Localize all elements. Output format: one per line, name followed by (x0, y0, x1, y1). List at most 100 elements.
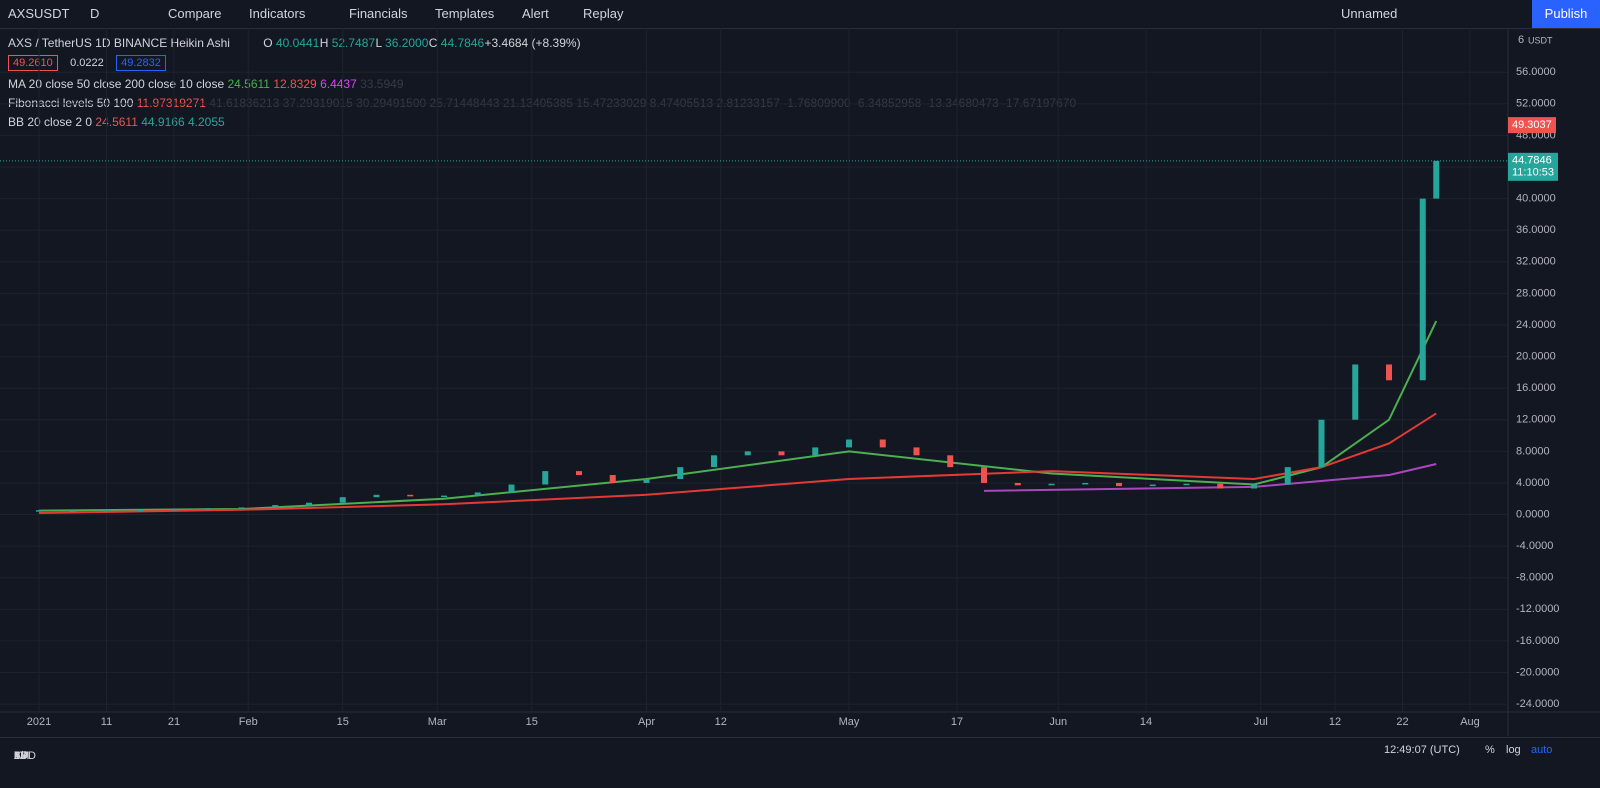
candle (744, 451, 751, 456)
candle (238, 507, 245, 509)
symbol[interactable]: AXSUSDT (8, 6, 70, 21)
last-price: 44.7846 (1512, 155, 1552, 167)
x-tick-label: 21 (168, 716, 180, 728)
y-tick-label: 48.0000 (1516, 129, 1556, 141)
range-button[interactable]: 1Y (14, 750, 28, 762)
alert[interactable]: Alert (522, 6, 549, 21)
x-tick-label: 12 (1329, 716, 1341, 728)
ohlc-item: H (319, 36, 329, 50)
candle (1419, 198, 1426, 381)
y-tick-label: 40.0000 (1516, 193, 1556, 205)
log[interactable]: log (1506, 744, 1521, 756)
compare[interactable]: Compare (168, 6, 222, 21)
ohlc-item: L (375, 36, 382, 50)
candle (36, 510, 42, 512)
candle (69, 510, 76, 512)
candle (1251, 484, 1257, 489)
scale-top: 6 (1518, 34, 1524, 46)
indicator-value: 6.4437 (320, 77, 357, 91)
candle (339, 497, 346, 503)
y-tick-label: 20.0000 (1516, 350, 1556, 362)
clock: 12:49:07 (UTC) (1384, 744, 1460, 756)
range-button[interactable]: 5Y (14, 750, 28, 762)
candle (1014, 482, 1021, 486)
indicator-value: 33.5949 (360, 77, 404, 91)
candle (609, 475, 616, 483)
marker-price: 49.3037 (1512, 119, 1552, 131)
range-button[interactable]: 6M (14, 750, 30, 762)
range-button[interactable]: YTD (14, 750, 36, 762)
indicator-name: MA 20 close 50 close 200 close 10 close (8, 77, 225, 91)
candle (1217, 483, 1224, 489)
layout-name[interactable]: Unnamed (1341, 6, 1398, 21)
candle (373, 494, 380, 498)
candle (1386, 364, 1392, 381)
symbol-row: AXS / TetherUS 1D BINANCE Heikin Ashi O … (8, 36, 1076, 55)
x-tick-label: Jul (1254, 716, 1268, 728)
percent[interactable]: % (1485, 744, 1495, 756)
range-button[interactable]: 3M (14, 750, 30, 762)
ohlc-item: 52.7487 (331, 36, 376, 50)
toolbar: AXSUSDT D Compare Indicators Financials … (0, 0, 1600, 29)
indicator-row: MA 20 close 50 close 200 close 10 close … (8, 77, 1076, 96)
indicator-value: 24.5611 (227, 77, 270, 91)
candle (643, 478, 650, 483)
candle (947, 455, 954, 468)
candle (1082, 482, 1089, 485)
candle (306, 502, 312, 506)
candle (879, 439, 886, 448)
indicator-row: BB 20 close 2 0 24.5611 44.9166 4.2055 (8, 115, 1076, 134)
financials[interactable]: Financials (349, 6, 408, 21)
candle (171, 509, 177, 511)
candle (407, 494, 414, 497)
y-tick-label: 0.0000 (1516, 508, 1550, 520)
x-tick-label: May (839, 716, 860, 728)
indicator-value: 4.2055 (187, 115, 225, 129)
range-button[interactable]: 1M (14, 750, 30, 762)
auto[interactable]: auto (1531, 744, 1553, 756)
ohlc-item: 44.7846 (440, 36, 485, 50)
templates[interactable]: Templates (435, 6, 495, 21)
ma-line (38, 412, 1437, 514)
x-tick-label: 11 (101, 716, 112, 728)
x-tick-label: Apr (638, 716, 655, 728)
replay[interactable]: Replay (583, 6, 624, 21)
x-tick-label: 12 (715, 716, 727, 728)
range-button[interactable]: All (14, 750, 27, 762)
ma-line (983, 463, 1437, 492)
interval[interactable]: D (90, 6, 100, 21)
candle (711, 455, 717, 468)
ohlc: O 40.0441 H 52.7487 L 36.2000 C 44.7846 … (263, 36, 580, 50)
candle (1284, 467, 1291, 485)
style: Heikin Ashi (170, 36, 230, 50)
candle (441, 495, 447, 498)
bottom-bar: 1D 5D 1M 3M 6M YTD 1Y 5Y All 12:49:07 (U… (0, 737, 1600, 762)
bid-ask-value: 49.2832 (116, 55, 166, 71)
range-button[interactable]: 5D (14, 750, 29, 762)
range-button[interactable]: 1D (14, 750, 29, 762)
indicator-name: BB 20 close 2 0 (8, 115, 93, 129)
indicator-value: 44.9166 (141, 115, 185, 129)
indicator-value: 12.8329 (273, 77, 317, 91)
candle (1149, 484, 1156, 487)
y-tick-label: -16.0000 (1516, 635, 1559, 647)
y-tick-label: 56.0000 (1516, 66, 1556, 78)
exchange: BINANCE (113, 36, 168, 50)
y-tick-label: 24.0000 (1516, 319, 1556, 331)
candle (137, 509, 144, 512)
candle (576, 471, 582, 476)
candle (846, 439, 852, 448)
indicator-value: 41.61836213 37.29319015 30.29491500 25.7… (209, 96, 1077, 110)
ohlc-item: 36.2000 (385, 36, 429, 50)
publish-button[interactable]: Publish (1532, 0, 1600, 28)
indicators[interactable]: Indicators (249, 6, 306, 21)
x-tick-label: Mar (428, 716, 447, 728)
countdown: 11:10:53 (1512, 167, 1554, 179)
candle (1116, 482, 1122, 487)
y-tick-label: 32.0000 (1516, 256, 1556, 268)
candle (981, 467, 987, 483)
y-tick-label: -4.0000 (1516, 540, 1553, 552)
indicator-row: Fibonacci levels 50 100 11.97319271 41.6… (8, 96, 1076, 115)
ohlc-item: C (428, 36, 438, 50)
